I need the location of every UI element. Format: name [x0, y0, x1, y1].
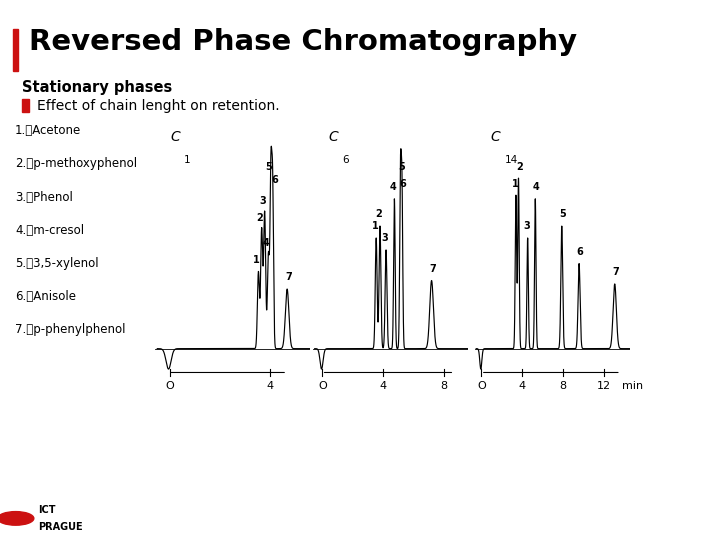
Text: 4: 4: [379, 381, 387, 391]
Text: O: O: [477, 381, 486, 391]
Bar: [22, 99, 29, 112]
Text: Effect of chain lenght on retention.: Effect of chain lenght on retention.: [37, 99, 280, 113]
Text: 8: 8: [559, 381, 567, 391]
Text: C: C: [171, 130, 180, 144]
Text: 4: 4: [533, 182, 539, 192]
Text: 4: 4: [518, 381, 526, 391]
Text: 5: 5: [398, 161, 405, 172]
Text: 3: 3: [259, 195, 266, 206]
Text: 2.	p-methoxyphenol: 2. p-methoxyphenol: [15, 157, 137, 171]
Text: 6: 6: [343, 155, 349, 165]
Text: 3: 3: [523, 221, 530, 231]
Text: 7: 7: [286, 272, 292, 282]
Text: 8: 8: [440, 381, 447, 391]
Text: 4: 4: [390, 182, 397, 192]
Text: 7: 7: [612, 267, 619, 277]
Text: O: O: [166, 381, 174, 391]
Text: 7.	p-phenylphenol: 7. p-phenylphenol: [15, 323, 125, 336]
Bar: [13, 29, 18, 71]
Text: 1: 1: [512, 179, 518, 188]
Text: 6: 6: [271, 175, 278, 185]
Text: 4.	m-cresol: 4. m-cresol: [15, 224, 84, 237]
Text: min: min: [622, 381, 644, 391]
Text: 3.	Phenol: 3. Phenol: [15, 191, 73, 204]
Text: PRAGUE: PRAGUE: [38, 522, 83, 532]
Text: 14: 14: [505, 155, 518, 165]
Text: 6.	Anisole: 6. Anisole: [15, 290, 76, 303]
Text: 1.	Acetone: 1. Acetone: [15, 124, 81, 137]
Text: 1: 1: [253, 255, 260, 265]
Text: Reversed Phase Chromatography: Reversed Phase Chromatography: [29, 29, 577, 56]
Text: 2: 2: [516, 161, 523, 172]
Text: 1: 1: [372, 221, 378, 231]
Text: 7: 7: [429, 264, 436, 274]
Text: ICT: ICT: [38, 505, 55, 515]
Text: 2: 2: [256, 213, 263, 222]
Text: 4: 4: [266, 381, 273, 391]
Text: Longer chain provides higher retention.: Longer chain provides higher retention.: [194, 474, 526, 489]
Text: 5: 5: [266, 161, 272, 172]
Text: 5: 5: [559, 210, 566, 219]
Text: 4: 4: [263, 238, 270, 248]
Text: C: C: [491, 130, 500, 144]
Text: O: O: [318, 381, 327, 391]
Text: C: C: [328, 130, 338, 144]
Text: 6: 6: [400, 179, 407, 188]
Circle shape: [0, 511, 34, 525]
Text: 5.	3,5-xylenol: 5. 3,5-xylenol: [15, 257, 99, 270]
Text: 3: 3: [382, 233, 388, 243]
Text: 12: 12: [596, 381, 611, 391]
Text: 1: 1: [184, 155, 191, 165]
Text: 2: 2: [375, 210, 382, 219]
Text: Stationary phases: Stationary phases: [22, 79, 172, 94]
Text: 6: 6: [577, 247, 583, 256]
